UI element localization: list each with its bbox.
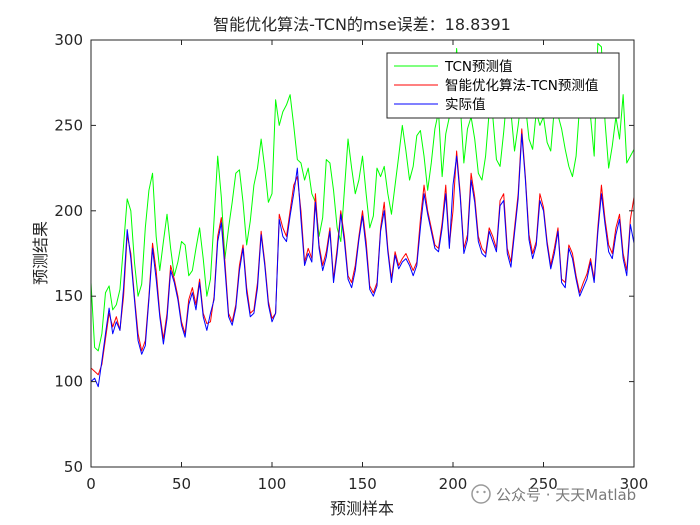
legend-label: 实际值: [445, 97, 486, 113]
series-line-3: [91, 133, 634, 388]
x-tick-label: 0: [86, 475, 96, 493]
y-axis-label: 预测结果: [31, 221, 50, 285]
x-tick-label: 150: [348, 475, 377, 493]
watermark-text: 公众号 · 天天Matlab: [496, 486, 636, 504]
y-tick-label: 300: [54, 31, 83, 49]
x-tick-label: 50: [172, 475, 191, 493]
watermark: 公众号 · 天天Matlab: [471, 484, 636, 504]
x-tick-label: 300: [620, 475, 649, 493]
y-axis-ticks: 50 100 150 200 250 300: [54, 31, 634, 476]
x-tick-label: 200: [439, 475, 468, 493]
wechat-icon: [471, 484, 491, 504]
legend-label: 智能优化算法-TCN预测值: [445, 78, 598, 94]
y-tick-label: 200: [54, 202, 83, 220]
x-tick-label: 100: [258, 475, 287, 493]
x-tick-label: 250: [529, 475, 558, 493]
y-tick-label: 150: [54, 287, 83, 305]
x-axis-ticks: 0 50 100 150 200 250 300: [86, 40, 648, 493]
x-axis-label: 预测样本: [330, 499, 394, 518]
y-tick-label: 100: [54, 373, 83, 391]
legend-label: TCN预测值: [444, 59, 512, 75]
y-tick-label: 50: [64, 458, 83, 476]
y-tick-label: 250: [54, 116, 83, 134]
chart-title: 智能优化算法-TCN的mse误差：18.8391: [213, 15, 511, 34]
